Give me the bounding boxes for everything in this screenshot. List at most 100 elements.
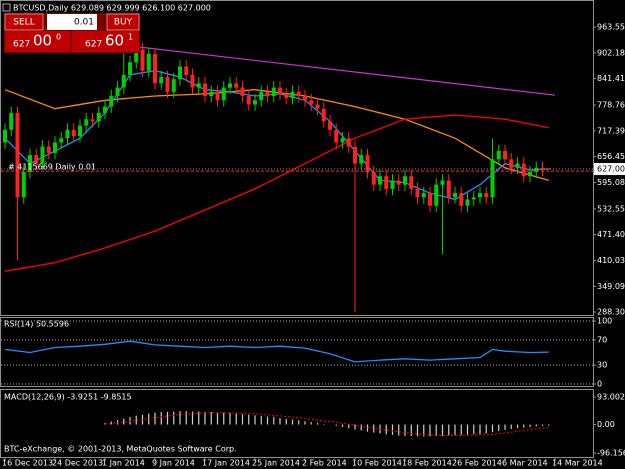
main-pane <box>0 0 594 316</box>
candle-body <box>53 142 57 154</box>
candle-body <box>271 87 276 97</box>
candle-body <box>215 91 220 101</box>
candle-body <box>434 184 439 206</box>
y-tick-label: 349.095 <box>597 282 625 291</box>
candle-body <box>78 125 82 137</box>
ask-prefix: 627 <box>85 40 102 50</box>
candle-body <box>384 176 389 189</box>
indicator-line <box>4 340 549 363</box>
candle-body <box>253 100 257 105</box>
candle-body <box>40 146 45 164</box>
symbol-icon <box>2 3 11 12</box>
candle-body <box>178 66 182 80</box>
x-tick-label: 9 Jan 2014 <box>152 459 195 468</box>
candle-body <box>209 91 214 97</box>
candle-body <box>46 146 51 154</box>
x-tick-label: 10 Feb 2014 <box>352 459 402 468</box>
y-tick-label: 778.765 <box>597 100 625 109</box>
candle-body <box>365 155 370 173</box>
copyright: BTC-eXchange, © 2001-2013, MetaQuotes So… <box>4 445 237 454</box>
candle-body <box>9 112 14 130</box>
candle-body <box>228 83 232 88</box>
x-tick-label: 25 Jan 2014 <box>252 459 300 468</box>
x-tick-label: 2 Feb 2014 <box>302 459 347 468</box>
ask-box[interactable] <box>72 31 139 52</box>
candle-body <box>109 96 114 107</box>
candle-body <box>515 163 520 168</box>
y-tick-label: -96.1564 <box>597 449 625 458</box>
candle-body <box>221 87 226 101</box>
candle-body <box>128 62 132 75</box>
candle-body <box>334 129 339 143</box>
candle-body <box>71 129 76 137</box>
candle-body <box>321 108 326 122</box>
candle-body <box>115 87 120 97</box>
candle-body <box>90 119 95 122</box>
lot-input[interactable] <box>47 14 97 30</box>
candle-body <box>284 93 289 99</box>
bid-box[interactable] <box>5 31 70 52</box>
candle-body <box>278 87 282 94</box>
macd-pane <box>0 389 594 458</box>
candle-body <box>140 49 145 71</box>
candle-body <box>146 53 151 71</box>
candle-body <box>396 180 401 185</box>
candle-body <box>303 96 307 101</box>
candle-body <box>153 53 157 84</box>
candle-body <box>290 91 295 99</box>
candle-body <box>546 168 551 170</box>
candle-body <box>184 66 189 75</box>
candle-body <box>540 167 545 170</box>
candle-body <box>484 193 489 198</box>
sell-label[interactable]: SELL <box>13 18 34 28</box>
y-tick-label: 841.415 <box>597 74 625 83</box>
y-tick-label: 963.555 <box>597 22 625 31</box>
y-tick-label: 717.390 <box>597 126 625 135</box>
candle-body <box>3 129 7 143</box>
candle-body <box>415 188 420 198</box>
price-tag-label: 627.000 <box>597 165 625 174</box>
order-label: # 4115669 Daily 0.01 <box>8 163 96 172</box>
candle-body <box>446 180 451 198</box>
candle-body <box>296 91 301 97</box>
x-tick-label: 26 Feb 2014 <box>452 459 502 468</box>
candle-body <box>103 106 107 113</box>
candle-body <box>328 121 332 130</box>
buy-button[interactable] <box>106 13 140 31</box>
candle-body <box>240 87 245 97</box>
candle-body <box>315 104 320 109</box>
x-tick-label: 1 Jan 2014 <box>102 459 145 468</box>
candle-body <box>190 74 195 88</box>
candle-body <box>390 180 395 189</box>
x-tick-label: 17 Jan 2014 <box>202 459 250 468</box>
lot-value[interactable]: 0.01 <box>74 18 94 28</box>
candle-body <box>459 193 464 206</box>
x-tick-label: 18 Feb 2014 <box>402 459 452 468</box>
candle-body <box>478 193 482 198</box>
candle-body <box>203 83 207 97</box>
y-tick-label: 532.555 <box>597 204 625 213</box>
candle-body <box>496 150 501 160</box>
candle-body <box>378 176 382 185</box>
candle-body <box>359 155 364 164</box>
y-tick-label: 902.180 <box>597 48 625 57</box>
macd-title: MACD(12,26,9) -3.9251 -9.8515 <box>4 393 132 402</box>
y-tick-label: 656.455 <box>597 152 625 161</box>
candle-body <box>346 138 351 147</box>
candle-body <box>59 138 64 143</box>
price-tag <box>594 163 625 176</box>
candle-body <box>440 180 445 185</box>
candle-body <box>503 150 507 160</box>
candle-body <box>196 83 201 88</box>
bid-main: 00 <box>33 32 52 50</box>
rsi-title: RSI(14) 50.5596 <box>4 320 69 329</box>
candle-body <box>134 49 139 63</box>
ask-main: 60 <box>105 32 124 50</box>
indicator-line <box>4 114 549 272</box>
buy-label[interactable]: BUY <box>114 18 133 28</box>
sell-button[interactable] <box>4 13 44 31</box>
y-tick-label: 70 <box>597 335 607 344</box>
